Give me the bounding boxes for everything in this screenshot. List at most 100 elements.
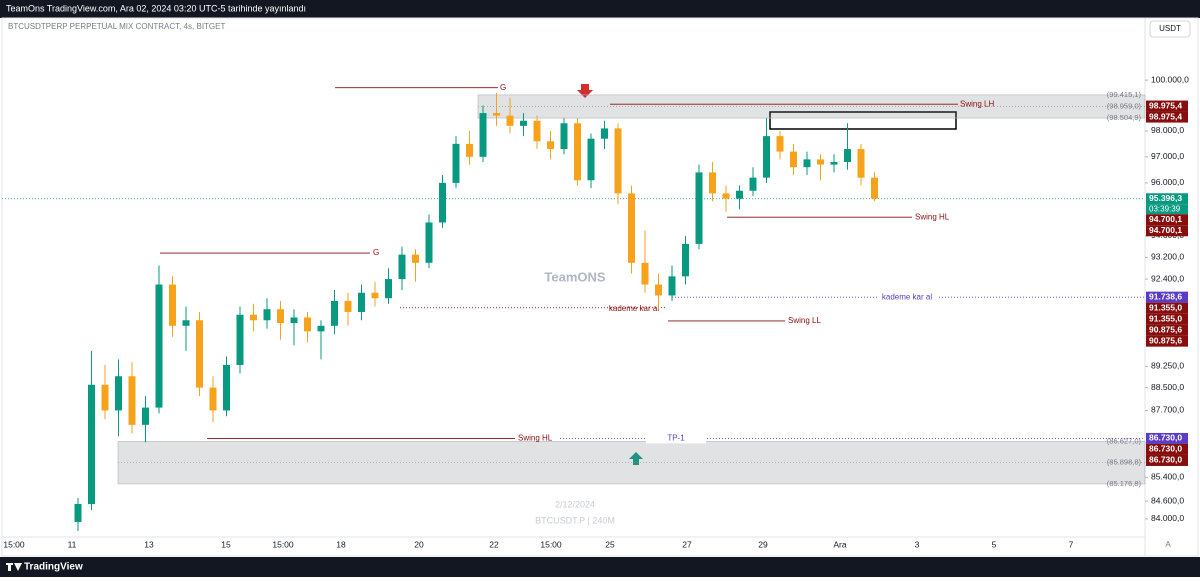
candle-body	[331, 300, 338, 326]
x-tick-label: 3	[915, 539, 920, 549]
zone-label: (99.415,1)	[1107, 90, 1142, 99]
candle-body	[668, 276, 676, 296]
candle-body	[452, 143, 460, 183]
candle-body	[641, 262, 649, 285]
price-tag	[1146, 432, 1188, 444]
watermark-date: 2/12/2024	[555, 499, 595, 509]
candle-body	[709, 172, 716, 194]
footer-logo	[6, 563, 22, 571]
price-tag-label: 98.975,4	[1149, 111, 1182, 121]
candle-body	[493, 113, 500, 116]
candle-body	[479, 113, 487, 157]
candle-body	[533, 120, 541, 142]
level-label-bg	[646, 433, 706, 444]
candle-body	[155, 284, 163, 408]
level-label: Swing LL	[788, 316, 821, 325]
price-tag-label: 95.396,3	[1149, 193, 1182, 203]
y-tick-label: 85.400,0	[1151, 472, 1184, 482]
x-tick-label: 25	[605, 539, 615, 549]
level-label: Swing HL	[518, 434, 553, 443]
price-tag	[1146, 214, 1188, 226]
countdown-bg	[1146, 204, 1188, 215]
candle-body	[344, 300, 352, 312]
level-label: G	[373, 248, 379, 257]
countdown: 03:39:39	[1149, 204, 1181, 213]
candle-body	[236, 314, 244, 365]
chart-frame	[1, 17, 1199, 557]
candle-body	[88, 384, 95, 505]
candle-body	[263, 309, 271, 321]
price-tag-label: 91.355,0	[1149, 302, 1182, 312]
watermark: TeamONS	[544, 269, 605, 284]
x-tick-label: 20	[414, 539, 424, 549]
up-arrow	[629, 452, 643, 465]
candle-body	[398, 254, 406, 280]
zone-label: (85.898,8)	[1107, 458, 1142, 467]
candle-body	[277, 309, 284, 324]
footer-brand: TradingView	[24, 562, 83, 573]
candle-body	[182, 320, 190, 326]
price-tag	[1146, 302, 1188, 314]
currency-label[interactable]: USDT	[1159, 24, 1181, 33]
y-tick-label: 88.500,0	[1151, 382, 1184, 392]
candle-body	[290, 317, 298, 324]
price-tag-label: 94.700,1	[1149, 225, 1182, 235]
candle-body	[547, 141, 554, 150]
candle-body	[682, 243, 689, 277]
candle-body	[223, 364, 230, 411]
y-tick-label: 92.400,0	[1151, 273, 1184, 283]
candle-body	[425, 222, 433, 263]
candle-body	[736, 190, 743, 199]
y-tick-label: 84.000,0	[1151, 513, 1184, 523]
zone-label: (98.504,9)	[1107, 113, 1142, 122]
candle-body	[358, 292, 365, 312]
header-title: TeamOns TradingView.com, Ara 02, 2024 03…	[6, 3, 306, 13]
level-label: Swing LH	[960, 99, 994, 108]
x-tick-label: 15:00	[540, 539, 562, 549]
candle-body	[830, 161, 838, 165]
candle-body	[803, 159, 811, 168]
candle-body	[169, 284, 176, 326]
x-tick-label: Ara	[833, 539, 847, 549]
level-label: G	[500, 83, 506, 92]
currency-button[interactable]	[1149, 20, 1191, 38]
y-tick-label: 93.200,0	[1151, 252, 1184, 262]
x-tick-label: 22	[489, 539, 499, 549]
x-tick-label: 15:00	[3, 539, 25, 549]
candle-body	[466, 143, 473, 157]
candle-body	[412, 254, 419, 263]
price-tag-label: 98.975,4	[1149, 100, 1182, 110]
x-tick-label: 7	[1069, 539, 1074, 549]
candle-body	[655, 284, 662, 296]
candle-body	[763, 136, 770, 178]
box-drawing	[769, 111, 957, 130]
y-tick-label: 100.000,0	[1151, 74, 1189, 84]
y-tick-label: 98.000,0	[1151, 125, 1184, 135]
auto-scale[interactable]: A	[1165, 540, 1171, 549]
x-tick-label: 27	[682, 539, 692, 549]
price-tag	[1146, 454, 1188, 466]
price-tag-label: 94.700,1	[1149, 214, 1182, 224]
price-tag-label: 90.875,6	[1149, 335, 1182, 345]
candle-body	[142, 407, 149, 425]
candle-body	[695, 172, 703, 244]
price-tag	[1146, 443, 1188, 455]
candle-body	[101, 384, 109, 411]
level-label-bg	[877, 292, 937, 303]
price-tag	[1146, 225, 1188, 237]
candle-body	[371, 292, 379, 299]
zone-label: (85.176,8)	[1107, 479, 1142, 488]
footer-bar	[0, 557, 1200, 577]
down-arrow	[577, 84, 593, 98]
price-tag-label: 90.875,6	[1149, 324, 1182, 334]
price-tag-label: 86.730,0	[1149, 455, 1182, 465]
x-tick-label: 18	[336, 539, 346, 549]
candle-body	[560, 123, 568, 150]
candle-body	[722, 193, 730, 199]
price-tag	[1146, 313, 1188, 325]
price-tag-label: 86.730,0	[1149, 444, 1182, 454]
candle-body	[749, 177, 757, 191]
candle-body	[304, 317, 311, 332]
candle-body	[74, 504, 82, 522]
